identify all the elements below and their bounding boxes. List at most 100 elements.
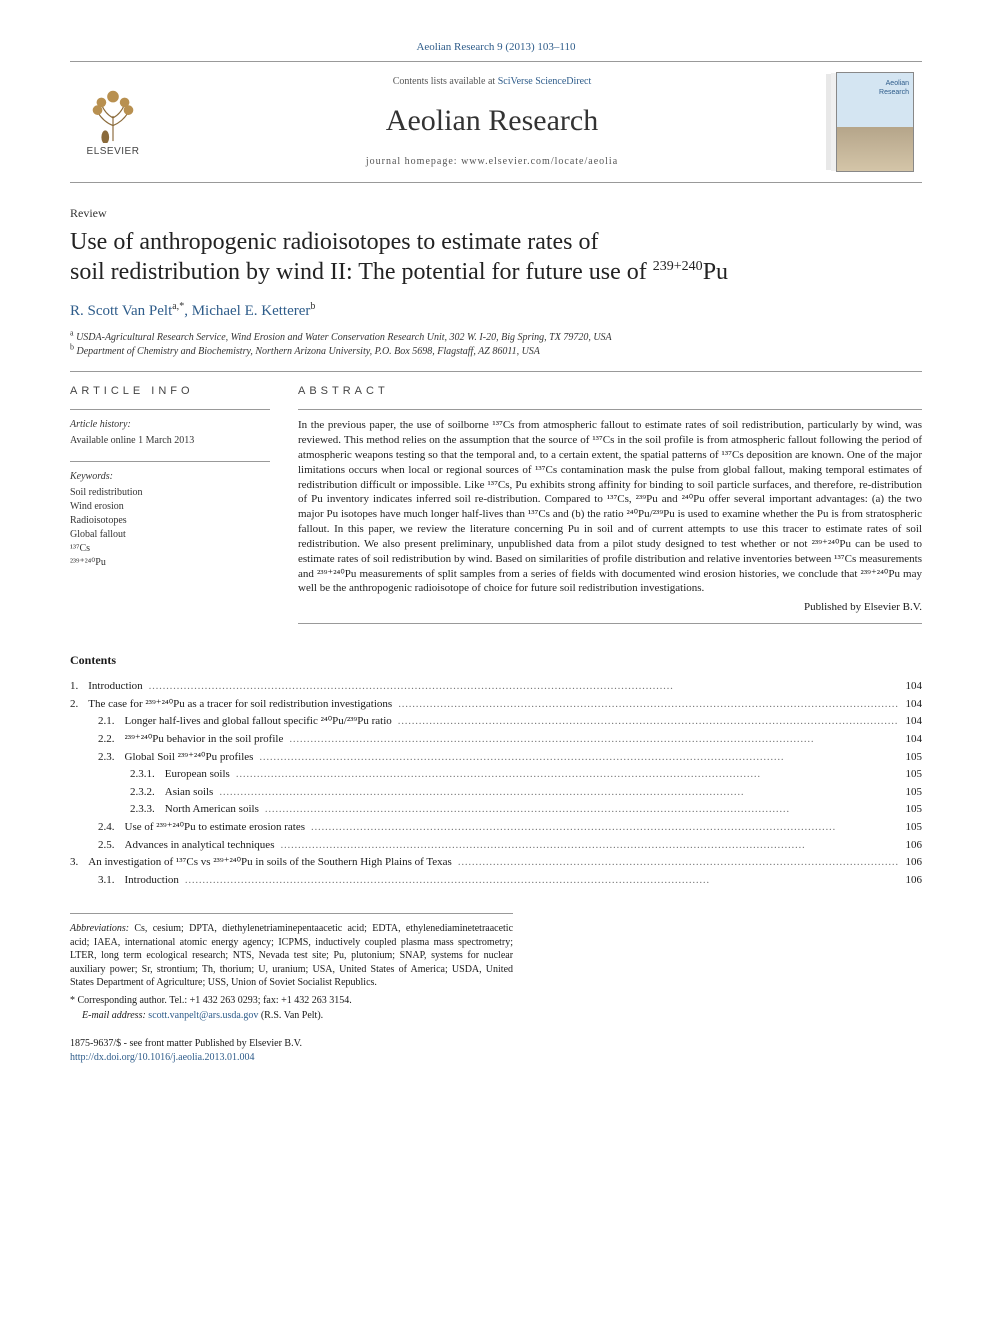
toc-title: An investigation of ¹³⁷Cs vs ²³⁹⁺²⁴⁰Pu i… (88, 854, 897, 872)
toc-title: Global Soil ²³⁹⁺²⁴⁰Pu profiles (125, 749, 898, 767)
history-label: Article history: (70, 418, 270, 432)
history-date: Available online 1 March 2013 (70, 434, 270, 448)
keyword-item: ²³⁹⁺²⁴⁰Pu (70, 556, 270, 570)
keywords-list: Soil redistributionWind erosionRadioisot… (70, 486, 270, 570)
footnotes: Abbreviations: Cs, cesium; DPTA, diethyl… (70, 913, 513, 1023)
running-head: Aeolian Research 9 (2013) 103–110 (70, 40, 922, 55)
toc-number: 2.4. (70, 819, 125, 837)
abstract-body: In the previous paper, the use of soilbo… (298, 418, 922, 596)
toc-page: 105 (898, 784, 923, 802)
elsevier-tree-icon (84, 85, 142, 143)
toc-row[interactable]: 2.3.2.Asian soils 105 (70, 784, 922, 802)
title-line-2a: soil redistribution by wind II: The pote… (70, 259, 653, 285)
toc-title: The case for ²³⁹⁺²⁴⁰Pu as a tracer for s… (88, 696, 897, 714)
homepage-prefix: journal homepage: (366, 156, 461, 167)
contents-prefix: Contents lists available at (393, 76, 498, 87)
article-info-heading: ARTICLE INFO (70, 384, 270, 399)
corresponding-author-note: * Corresponding author. Tel.: +1 432 263… (70, 994, 513, 1008)
journal-cover-thumbnail: AeolianResearch (836, 72, 914, 172)
toc-page: 105 (898, 801, 923, 819)
toc-page: 106 (898, 872, 923, 890)
toc-row[interactable]: 2.The case for ²³⁹⁺²⁴⁰Pu as a tracer for… (70, 696, 922, 714)
toc-row[interactable]: 2.1.Longer half-lives and global fallout… (70, 713, 922, 731)
table-of-contents: 1.Introduction 1042.The case for ²³⁹⁺²⁴⁰… (70, 678, 922, 889)
author-list: R. Scott Van Pelta,*, Michael E. Kettere… (70, 301, 922, 321)
toc-number: 2.1. (70, 713, 125, 731)
toc-page: 104 (898, 678, 923, 696)
toc-number: 3. (70, 854, 88, 872)
journal-homepage: journal homepage: www.elsevier.com/locat… (148, 155, 836, 169)
toc-row[interactable]: 2.3.Global Soil ²³⁹⁺²⁴⁰Pu profiles 105 (70, 749, 922, 767)
title-superscript: 239+240 (653, 259, 703, 274)
affiliation-a: USDA-Agricultural Research Service, Wind… (76, 332, 612, 343)
toc-page: 106 (898, 837, 923, 855)
toc-row[interactable]: 2.2.²³⁹⁺²⁴⁰Pu behavior in the soil profi… (70, 731, 922, 749)
toc-title: Asian soils (165, 784, 898, 802)
abbreviations-note: Abbreviations: Cs, cesium; DPTA, diethyl… (70, 922, 513, 990)
keyword-item: Wind erosion (70, 500, 270, 514)
keywords-label: Keywords: (70, 470, 270, 484)
rule (70, 371, 922, 372)
toc-number: 2.3.2. (70, 784, 165, 802)
abbrev-text: Cs, cesium; DPTA, diethylenetriaminepent… (70, 923, 513, 988)
title-line-1: Use of anthropogenic radioisotopes to es… (70, 229, 599, 255)
toc-number: 3.1. (70, 872, 125, 890)
toc-number: 1. (70, 678, 88, 696)
toc-title: European soils (165, 766, 898, 784)
toc-title: Longer half-lives and global fallout spe… (125, 713, 898, 731)
keyword-item: ¹³⁷Cs (70, 542, 270, 556)
toc-row[interactable]: 1.Introduction 104 (70, 678, 922, 696)
journal-title: Aeolian Research (148, 101, 836, 142)
toc-page: 106 (898, 854, 923, 872)
author-2[interactable]: Michael E. Ketterer (192, 303, 311, 319)
cover-title: AeolianResearch (879, 79, 909, 98)
article-type: Review (70, 205, 922, 221)
author-1-corr-star: * (179, 301, 184, 312)
toc-number: 2.2. (70, 731, 125, 749)
toc-title: Advances in analytical techniques (125, 837, 898, 855)
author-1[interactable]: R. Scott Van Pelt (70, 303, 172, 319)
publisher-line: Published by Elsevier B.V. (298, 600, 922, 615)
toc-title: North American soils (165, 801, 898, 819)
toc-number: 2.3.1. (70, 766, 165, 784)
contents-list-line: Contents lists available at SciVerse Sci… (148, 75, 836, 89)
toc-row[interactable]: 2.3.1.European soils 105 (70, 766, 922, 784)
doi-link[interactable]: http://dx.doi.org/10.1016/j.aeolia.2013.… (70, 1052, 255, 1063)
email-suffix: (R.S. Van Pelt). (258, 1010, 323, 1021)
title-line-2b: Pu (703, 259, 728, 285)
toc-row[interactable]: 3.1.Introduction 106 (70, 872, 922, 890)
issn-line: 1875-9637/$ - see front matter Published… (70, 1037, 922, 1051)
toc-title: Use of ²³⁹⁺²⁴⁰Pu to estimate erosion rat… (125, 819, 898, 837)
keyword-item: Radioisotopes (70, 514, 270, 528)
toc-title: ²³⁹⁺²⁴⁰Pu behavior in the soil profile (125, 731, 898, 749)
article-title: Use of anthropogenic radioisotopes to es… (70, 227, 922, 287)
contents-heading: Contents (70, 652, 922, 668)
toc-row[interactable]: 2.5.Advances in analytical techniques 10… (70, 837, 922, 855)
publisher-name: ELSEVIER (78, 145, 148, 159)
toc-page: 104 (898, 731, 923, 749)
toc-row[interactable]: 2.3.3.North American soils 105 (70, 801, 922, 819)
toc-number: 2.3.3. (70, 801, 165, 819)
homepage-url[interactable]: www.elsevier.com/locate/aeolia (461, 156, 618, 167)
toc-number: 2.5. (70, 837, 125, 855)
abbrev-label: Abbreviations: (70, 923, 129, 934)
keyword-item: Global fallout (70, 528, 270, 542)
front-matter-meta: 1875-9637/$ - see front matter Published… (70, 1037, 922, 1065)
toc-row[interactable]: 3.An investigation of ¹³⁷Cs vs ²³⁹⁺²⁴⁰Pu… (70, 854, 922, 872)
toc-title: Introduction (88, 678, 897, 696)
toc-page: 105 (898, 819, 923, 837)
masthead: ELSEVIER Contents lists available at Sci… (70, 61, 922, 183)
sciencedirect-link[interactable]: SciVerse ScienceDirect (498, 76, 592, 87)
author-2-affil-sup: b (310, 301, 315, 312)
affiliation-b: Department of Chemistry and Biochemistry… (77, 346, 540, 357)
toc-page: 105 (898, 749, 923, 767)
toc-title: Introduction (125, 872, 898, 890)
affiliations: a USDA-Agricultural Research Service, Wi… (70, 331, 922, 359)
author-email-link[interactable]: scott.vanpelt@ars.usda.gov (148, 1010, 258, 1021)
toc-row[interactable]: 2.4.Use of ²³⁹⁺²⁴⁰Pu to estimate erosion… (70, 819, 922, 837)
toc-page: 104 (898, 696, 923, 714)
email-note: E-mail address: scott.vanpelt@ars.usda.g… (70, 1009, 513, 1023)
toc-page: 105 (898, 766, 923, 784)
publisher-logo: ELSEVIER (78, 85, 148, 159)
toc-number: 2.3. (70, 749, 125, 767)
